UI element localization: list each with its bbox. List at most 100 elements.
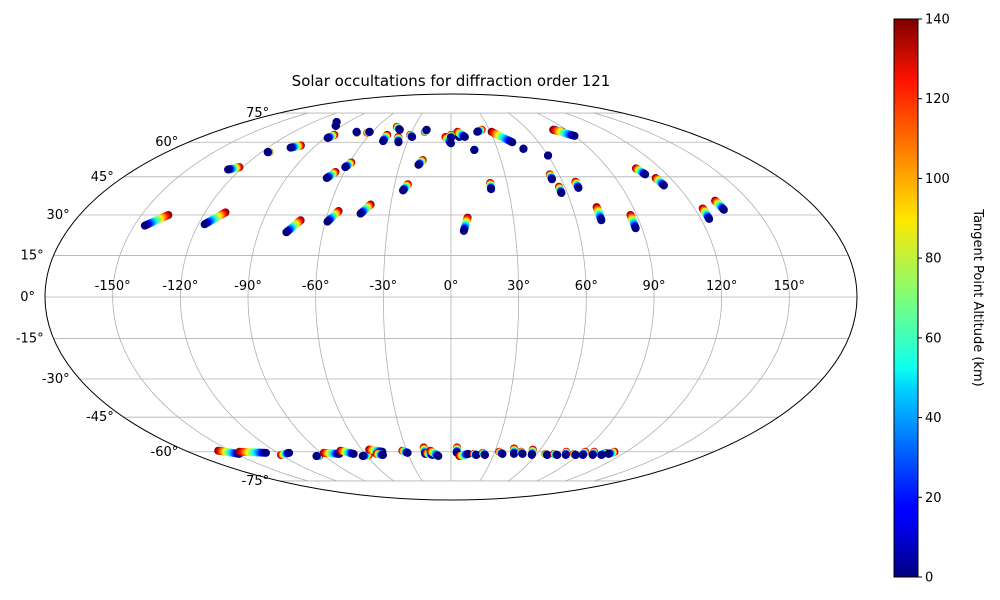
meridian-150 <box>594 112 790 482</box>
y-tick-label: 45° <box>91 170 114 185</box>
occultation-point <box>518 449 527 458</box>
y-tick-label: 15° <box>21 248 44 263</box>
occultation-point <box>394 138 403 147</box>
longitude-tick-labels: -150° -120° -90° -60° -30° 0° 30° 60° 90° 120° 150… <box>95 279 805 294</box>
occultation-point <box>498 449 507 458</box>
colorbar-tick-label: 60 <box>925 331 942 346</box>
x-tick-label: 60° <box>575 279 598 294</box>
map-boundary <box>44 93 858 501</box>
meridian--120 <box>179 112 337 482</box>
occultation-point <box>544 151 553 160</box>
y-tick-label: -75° <box>241 474 269 489</box>
occultation-point <box>322 174 331 183</box>
occultation-point <box>282 228 291 237</box>
occultation-point <box>358 452 367 461</box>
occultation-point <box>631 224 640 233</box>
occultation-point <box>588 450 597 459</box>
occultation-point <box>263 148 272 157</box>
occultation-point <box>473 127 482 136</box>
occultation-point <box>356 209 365 218</box>
occultation-point <box>434 452 443 461</box>
y-tick-label: 60° <box>155 135 178 150</box>
occultation-point <box>464 449 473 458</box>
meridian-90 <box>536 112 655 482</box>
colorbar-tick-label: 40 <box>925 411 942 426</box>
occultation-point <box>399 186 407 195</box>
y-tick-label: -45° <box>86 410 114 425</box>
colorbar-tick-label: 140 <box>925 13 950 28</box>
occultation-point <box>553 450 562 459</box>
occultation-point <box>323 133 332 142</box>
y-tick-label: 75° <box>246 106 269 121</box>
colorbar-tick-label: 80 <box>925 252 942 267</box>
occultation-point <box>571 450 580 459</box>
colorbar-label: Tangent Point Altitude (km) <box>970 208 985 386</box>
occultation-point <box>447 133 455 142</box>
occultation-point <box>597 216 606 225</box>
colorbar-tick-label: 20 <box>925 491 942 506</box>
chart-title: Solar occultations for diffraction order… <box>292 72 611 90</box>
y-tick-label: 30° <box>47 208 70 223</box>
x-tick-label: 0° <box>444 279 459 294</box>
occultation-point <box>719 205 728 214</box>
x-tick-label: -90° <box>234 279 262 294</box>
x-tick-label: 90° <box>642 279 665 294</box>
graticule <box>45 112 857 482</box>
occultation-points <box>140 118 728 461</box>
occultation-point <box>323 217 332 226</box>
occultation-point <box>341 163 350 172</box>
meridian-120 <box>565 112 723 482</box>
occultation-point <box>460 132 469 141</box>
y-tick-label: -15° <box>16 332 44 347</box>
occultation-point <box>487 185 496 194</box>
occultation-point <box>481 450 489 459</box>
occultation-point <box>312 452 321 461</box>
x-tick-label: -60° <box>302 279 330 294</box>
colorbar <box>893 18 919 578</box>
occultation-point <box>140 221 149 230</box>
colorbar-tick-label: 0 <box>925 571 933 586</box>
occultation-point <box>224 165 233 174</box>
occultation-point <box>285 448 294 457</box>
occultation-point <box>561 450 570 459</box>
meridian--150 <box>112 112 308 482</box>
occultation-point <box>470 145 479 154</box>
x-tick-label: -120° <box>162 279 198 294</box>
meridian-30 <box>479 112 520 482</box>
occultation-point <box>331 121 340 130</box>
occultation-point <box>395 125 404 134</box>
y-tick-label: 0° <box>20 290 35 305</box>
occultation-point <box>557 189 566 197</box>
occultation-point <box>200 220 209 229</box>
occultation-point <box>414 160 423 169</box>
occultation-point <box>261 448 270 457</box>
meridian--30 <box>382 112 423 482</box>
occultation-point <box>543 450 552 459</box>
occultation-point <box>422 125 431 134</box>
y-tick-label: -30° <box>42 372 70 387</box>
meridian--90 <box>247 112 366 482</box>
occultation-point <box>408 132 417 141</box>
x-tick-label: 150° <box>774 279 805 294</box>
occultation-point <box>659 181 668 190</box>
x-tick-label: -30° <box>369 279 397 294</box>
x-tick-label: 120° <box>706 279 737 294</box>
occultation-point <box>403 448 412 457</box>
occultation-point <box>508 138 517 147</box>
occultation-point <box>509 449 518 458</box>
occultation-point <box>365 127 374 136</box>
occultation-point <box>379 450 387 459</box>
colorbar-tick-label: 100 <box>925 172 950 187</box>
occultation-point <box>578 450 587 459</box>
y-tick-label: -60° <box>151 445 179 460</box>
occultation-point <box>548 175 557 184</box>
x-tick-label: 30° <box>507 279 530 294</box>
colorbar-ticks: 0 20 40 60 80 100 120 140 <box>918 13 950 586</box>
occultation-point <box>597 450 606 459</box>
occultation-point <box>379 137 388 146</box>
occultation-point <box>574 183 583 192</box>
occultation-point <box>604 449 613 458</box>
occultation-point <box>519 144 528 153</box>
occultation-point <box>459 226 468 235</box>
occultation-point <box>570 131 579 140</box>
